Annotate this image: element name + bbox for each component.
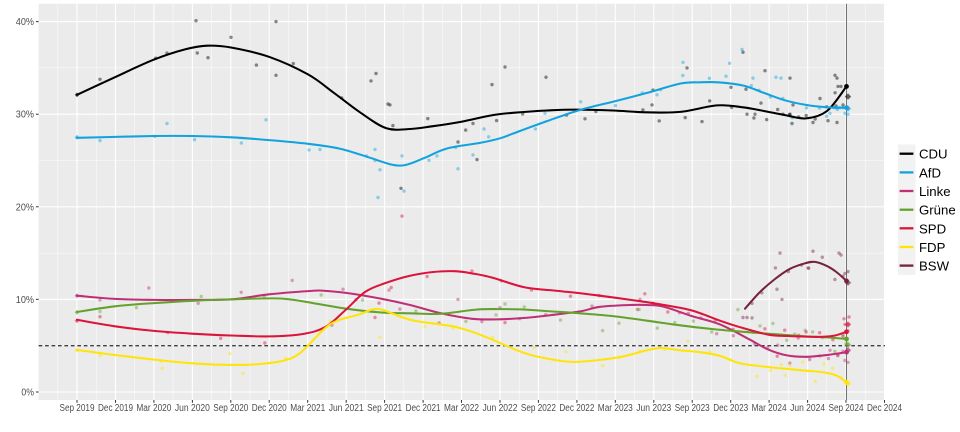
svg-text:CDU: CDU (919, 147, 948, 162)
svg-text:AfD: AfD (919, 165, 941, 180)
svg-text:10%: 10% (16, 295, 34, 306)
svg-text:Jun 2021: Jun 2021 (329, 403, 364, 414)
svg-text:40%: 40% (16, 17, 34, 28)
svg-text:Dec 2022: Dec 2022 (559, 403, 594, 414)
svg-text:Mar 2021: Mar 2021 (290, 403, 325, 414)
svg-text:Mar 2022: Mar 2022 (444, 403, 479, 414)
svg-text:Dec 2019: Dec 2019 (98, 403, 133, 414)
svg-text:Sep 2022: Sep 2022 (521, 403, 556, 414)
svg-text:Linke: Linke (919, 184, 951, 199)
svg-text:Jun 2024: Jun 2024 (790, 403, 825, 414)
svg-text:30%: 30% (16, 110, 34, 121)
svg-text:Dec 2020: Dec 2020 (252, 403, 287, 414)
svg-text:Jun 2020: Jun 2020 (175, 403, 210, 414)
svg-text:SPD: SPD (919, 221, 946, 236)
svg-text:20%: 20% (16, 202, 34, 213)
svg-text:Jun 2023: Jun 2023 (636, 403, 671, 414)
svg-text:Mar 2023: Mar 2023 (598, 403, 633, 414)
svg-text:Mar 2020: Mar 2020 (136, 403, 171, 414)
svg-text:0%: 0% (21, 388, 34, 399)
svg-text:Sep 2019: Sep 2019 (60, 403, 95, 414)
svg-text:Sep 2020: Sep 2020 (213, 403, 248, 414)
svg-text:FDP: FDP (919, 240, 946, 255)
svg-text:Dec 2024: Dec 2024 (867, 403, 902, 414)
svg-text:Sep 2023: Sep 2023 (675, 403, 710, 414)
svg-text:Mar 2024: Mar 2024 (752, 403, 787, 414)
svg-text:Dec 2023: Dec 2023 (713, 403, 748, 414)
svg-text:Dec 2021: Dec 2021 (406, 403, 441, 414)
svg-text:BSW: BSW (919, 259, 950, 274)
svg-text:Jun 2022: Jun 2022 (483, 403, 518, 414)
svg-text:Sep 2024: Sep 2024 (829, 403, 864, 414)
svg-text:Sep 2021: Sep 2021 (367, 403, 402, 414)
svg-text:Grüne: Grüne (919, 203, 956, 218)
